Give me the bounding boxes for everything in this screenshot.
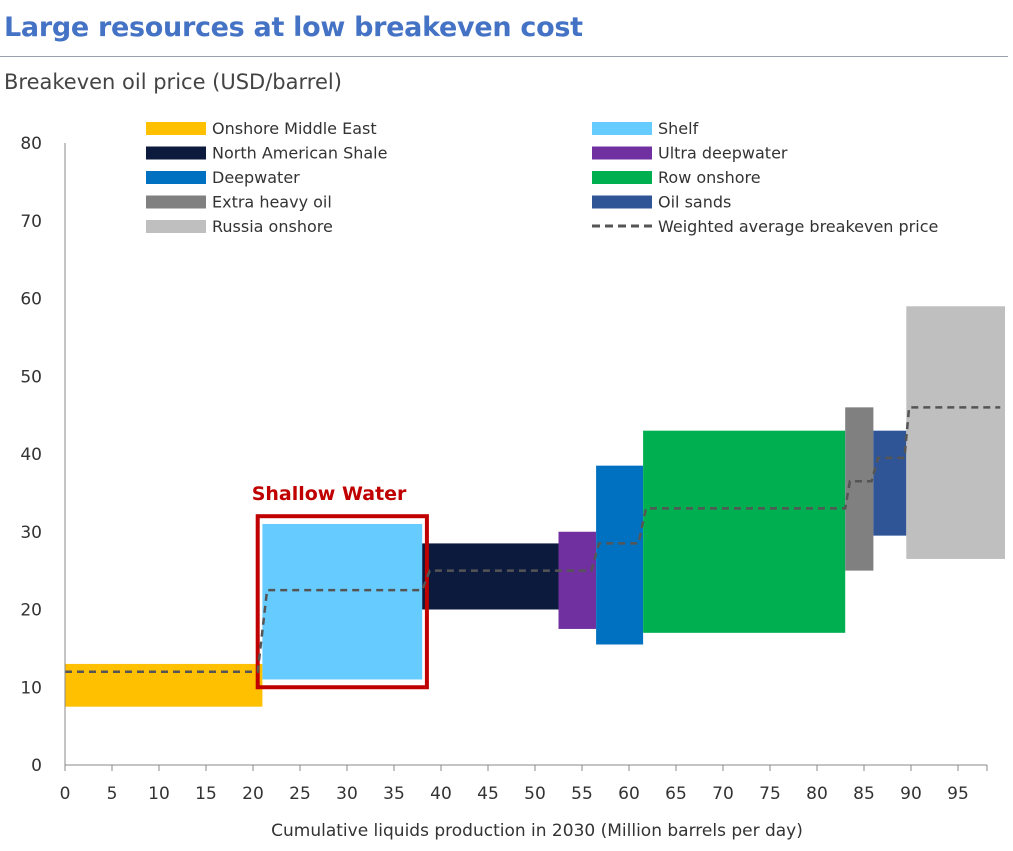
x-axis-label: Cumulative liquids production in 2030 (M… xyxy=(271,821,803,841)
legend-swatch-onshore-middle-east xyxy=(146,122,206,135)
x-tick-label: 70 xyxy=(712,784,734,804)
legend-label-shelf: Shelf xyxy=(658,119,699,138)
x-tick-label: 50 xyxy=(524,784,546,804)
axes-layer: 0 10 20 30 40 50 60 70 80 0 5 10 15 20 25 30 35 40 45 50 55 6… xyxy=(20,134,988,804)
x-tick-label: 25 xyxy=(289,784,311,804)
bars-layer xyxy=(65,306,1005,707)
legend-label-onshore-middle-east: Onshore Middle East xyxy=(212,119,377,138)
y-tick-label: 50 xyxy=(20,367,42,387)
legend-swatch-extra-heavy-oil xyxy=(146,195,206,209)
bar-extra-heavy-oil xyxy=(845,407,874,571)
x-tick-label: 75 xyxy=(759,784,781,804)
x-tick-label: 20 xyxy=(242,784,264,804)
x-tick-label: 10 xyxy=(148,784,170,804)
legend-swatch-oil-sands xyxy=(592,195,652,209)
x-tick-label: 45 xyxy=(477,784,499,804)
y-axis-title: Breakeven oil price (USD/barrel) xyxy=(4,70,342,94)
y-tick-label: 40 xyxy=(20,445,42,465)
x-tick-label: 65 xyxy=(665,784,687,804)
shallow-water-label: Shallow Water xyxy=(252,483,407,505)
bar-russia-onshore xyxy=(906,306,1005,559)
legend-label-extra-heavy-oil: Extra heavy oil xyxy=(212,193,332,212)
legend-label-row-onshore: Row onshore xyxy=(658,168,761,187)
bar-deepwater xyxy=(596,465,644,645)
x-tick-label: 80 xyxy=(806,784,828,804)
bar-ultra-deepwater xyxy=(558,531,597,629)
legend-swatch-row-onshore xyxy=(592,171,652,184)
bar-shelf xyxy=(262,523,423,680)
y-tick-label: 10 xyxy=(20,678,42,698)
legend-swatch-russia-onshore xyxy=(146,220,206,233)
y-tick-label: 20 xyxy=(20,601,42,621)
annotation-layer: Shallow Water xyxy=(252,483,429,690)
weighted-average-layer xyxy=(65,406,1001,673)
x-tick-label: 0 xyxy=(60,784,71,804)
legend-swatch-shelf xyxy=(592,122,652,135)
legend-label-weighted-average-breakeven-price: Weighted average breakeven price xyxy=(658,217,938,236)
legend-label-north-american-shale: North American Shale xyxy=(212,144,387,163)
legend-label-russia-onshore: Russia onshore xyxy=(212,217,333,236)
x-tick-label: 15 xyxy=(195,784,217,804)
x-tick-label: 90 xyxy=(900,784,922,804)
legend-label-ultra-deepwater: Ultra deepwater xyxy=(658,144,788,163)
x-tick-label: 95 xyxy=(947,784,969,804)
shallow-water-highlight-box xyxy=(255,514,429,690)
legend-swatch-ultra-deepwater xyxy=(592,146,652,160)
legend-swatch-deepwater xyxy=(146,171,206,184)
y-tick-label: 30 xyxy=(20,523,42,543)
y-tick-label: 0 xyxy=(31,756,42,776)
legend-label-oil-sands: Oil sands xyxy=(658,193,731,212)
bar-north-american-shale xyxy=(422,543,559,610)
legend-swatch-north-american-shale xyxy=(146,146,206,160)
x-tick-label: 60 xyxy=(618,784,640,804)
title-divider xyxy=(0,56,1008,57)
bar-row-onshore xyxy=(643,430,846,633)
y-tick-label: 60 xyxy=(20,290,42,310)
x-tick-label: 35 xyxy=(383,784,405,804)
x-tick-label: 5 xyxy=(107,784,118,804)
bar-oil-sands xyxy=(873,430,907,536)
y-tick-label: 70 xyxy=(20,212,42,232)
legend-layer: Onshore Middle East Shelf North American S… xyxy=(146,119,938,236)
chart-title: Large resources at low breakeven cost xyxy=(4,12,583,43)
bar-onshore-middle-east xyxy=(65,663,263,707)
legend-label-deepwater: Deepwater xyxy=(212,168,300,187)
y-tick-label: 80 xyxy=(20,134,42,154)
x-tick-label: 40 xyxy=(430,784,452,804)
x-tick-label: 85 xyxy=(853,784,875,804)
weighted-average-line xyxy=(65,406,1001,673)
x-tick-label: 30 xyxy=(336,784,358,804)
x-tick-label: 55 xyxy=(571,784,593,804)
